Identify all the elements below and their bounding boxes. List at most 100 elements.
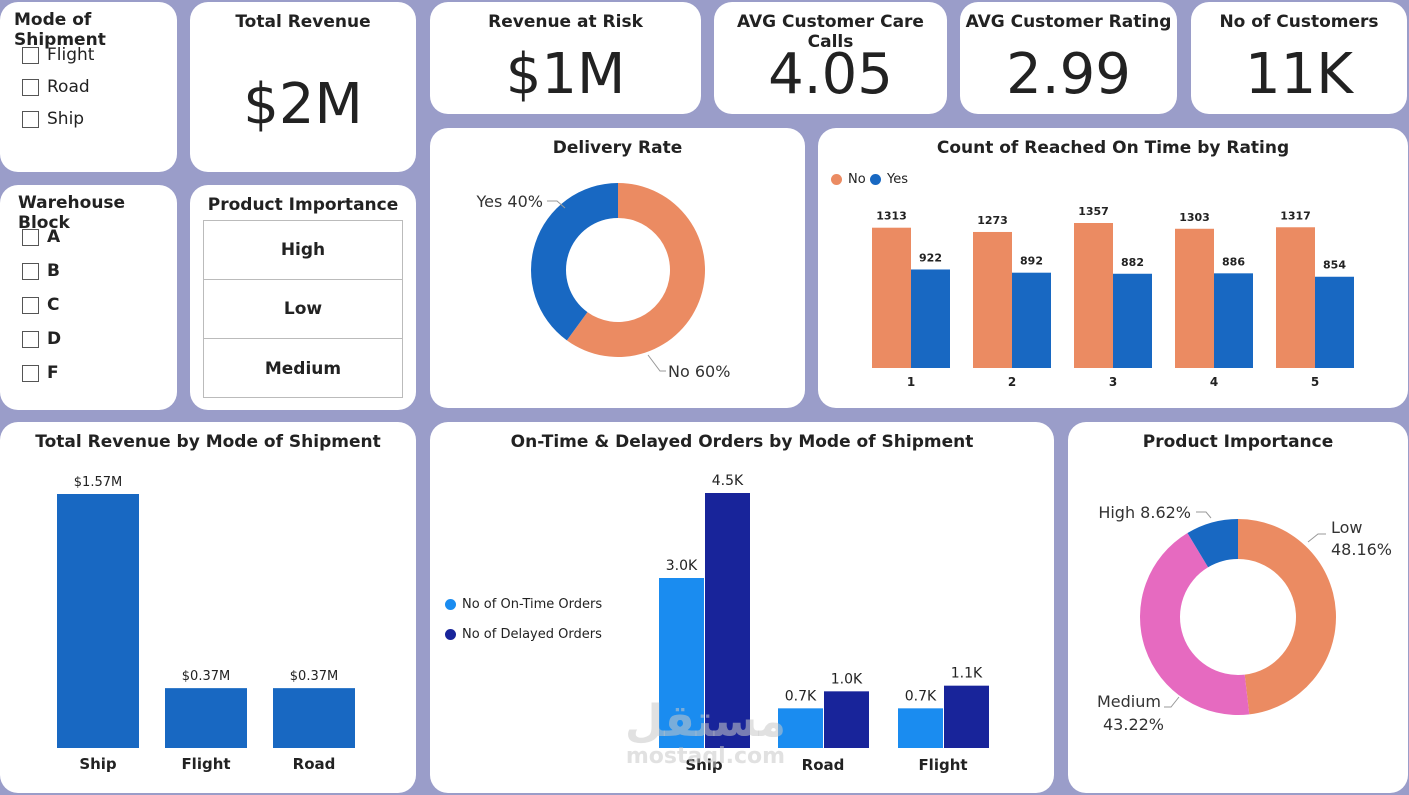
bar-no-3[interactable] <box>1074 223 1113 368</box>
checkbox[interactable] <box>22 262 39 280</box>
legend-dot <box>445 599 456 610</box>
bar-yes-5[interactable] <box>1315 276 1354 368</box>
bar-ontime-road[interactable] <box>778 708 823 748</box>
data-label: 0.7K <box>905 688 937 704</box>
data-label: 1313 <box>876 210 907 223</box>
bar-flight[interactable] <box>165 688 247 748</box>
bar-delayed-flight[interactable] <box>944 685 989 748</box>
chart-title: Product Importance <box>1142 432 1334 452</box>
delivery-rate-card: Delivery Rate No 60% Yes 40% <box>430 128 805 408</box>
data-label: $0.37M <box>182 669 230 684</box>
x-tick-label: Road <box>293 755 336 773</box>
slicer-item-label: A <box>47 227 61 247</box>
data-label: 3.0K <box>666 558 698 574</box>
bar-delayed-road[interactable] <box>824 691 869 748</box>
data-label: 0.7K <box>785 688 817 704</box>
bar-ontime-ship[interactable] <box>659 578 704 748</box>
chart-title: Delivery Rate <box>552 138 683 158</box>
donut-slice-high[interactable] <box>1187 519 1238 568</box>
leader-line <box>647 354 666 372</box>
slicer-item-label: Road <box>47 77 90 97</box>
donut-slice-low[interactable] <box>1238 519 1336 715</box>
slicer-item-label: Ship <box>47 109 85 129</box>
chart-title: Count of Reached On Time by Rating <box>936 138 1290 158</box>
donut-slice-yes[interactable] <box>531 183 618 341</box>
bar-yes-3[interactable] <box>1113 273 1152 368</box>
donut-slice-no[interactable] <box>566 183 705 357</box>
avg-customer-rating-value: 2.99 <box>1006 42 1131 107</box>
tile-medium[interactable]: Medium <box>264 358 342 379</box>
legend-item-no: No <box>831 172 866 187</box>
data-label: 1303 <box>1179 211 1210 224</box>
data-label: 892 <box>1020 255 1043 268</box>
bar-delayed-ship[interactable] <box>705 493 750 748</box>
avg-care-calls-value: 4.05 <box>768 42 893 107</box>
bar-yes-1[interactable] <box>911 269 950 368</box>
revenue-bar-chart: $1.57M Ship $0.37M Flight $0.37M Road <box>57 475 355 773</box>
x-tick-label: 4 <box>1210 375 1218 389</box>
product-importance-card: Product Importance Low 48.16% Medium 43.22%… <box>1068 422 1408 793</box>
leader-line <box>1307 533 1326 543</box>
slicer-title: Warehouse Block <box>18 193 126 233</box>
chart-title: Total Revenue by Mode of Shipment <box>35 432 381 452</box>
customers-card: No of Customers 11K <box>1191 2 1407 114</box>
tile-low[interactable]: Low <box>204 280 402 339</box>
slicer-item-ship[interactable]: Ship <box>22 108 84 130</box>
checkbox[interactable] <box>22 46 39 64</box>
x-tick-label: 5 <box>1311 375 1319 389</box>
x-tick-label: Flight <box>918 756 967 774</box>
leader-line <box>1196 511 1212 519</box>
legend-label: No of Delayed Orders <box>462 627 602 642</box>
rating-bar-chart: 1313 922 1 1273 892 2 1357 882 3 1303 886 4 1317 854 5 <box>872 205 1354 389</box>
checkbox[interactable] <box>22 330 39 348</box>
slicer-item-d[interactable]: D <box>22 328 61 350</box>
bar-no-4[interactable] <box>1175 228 1214 368</box>
slicer-item-f[interactable]: F <box>22 362 59 384</box>
data-label: 922 <box>919 251 942 264</box>
bar-no-5[interactable] <box>1276 227 1315 368</box>
data-label: 1317 <box>1280 209 1311 222</box>
bar-yes-2[interactable] <box>1012 272 1051 368</box>
slicer-item-road[interactable]: Road <box>22 76 90 98</box>
checkbox[interactable] <box>22 110 39 128</box>
checkbox[interactable] <box>22 296 39 314</box>
checkbox[interactable] <box>22 228 39 246</box>
legend-item-ontime: No of On-Time Orders <box>445 597 602 612</box>
slicer-item-label: Flight <box>47 45 95 65</box>
checkbox[interactable] <box>22 78 39 96</box>
slicer-item-flight[interactable]: Flight <box>22 44 94 66</box>
donut-slice-medium[interactable] <box>1140 533 1250 715</box>
reached-on-time-card: Count of Reached On Time by Rating No Ye… <box>818 128 1408 408</box>
data-label: 882 <box>1121 256 1144 269</box>
customers-value: 11K <box>1245 42 1353 107</box>
legend-dot <box>445 629 456 640</box>
legend-dot <box>831 174 842 185</box>
slicer-title: Product Importance <box>207 195 399 215</box>
slicer-item-a[interactable]: A <box>22 226 60 248</box>
data-label: 1273 <box>977 214 1008 227</box>
slicer-item-label: F <box>47 363 59 383</box>
mode-of-shipment-slicer: Mode of Shipment Flight Road Ship <box>0 2 177 172</box>
bar-road[interactable] <box>273 688 355 748</box>
bar-no-2[interactable] <box>973 231 1012 368</box>
x-tick-label: 2 <box>1008 375 1016 389</box>
tile-high[interactable]: High <box>204 221 402 280</box>
x-tick-label: 1 <box>907 375 915 389</box>
bar-ship[interactable] <box>57 494 139 748</box>
slice-label-low-value: 48.16% <box>1331 540 1392 559</box>
slice-label-medium: Medium <box>1097 692 1161 711</box>
legend-dot <box>870 174 881 185</box>
legend-label: No <box>848 172 866 187</box>
bar-no-1[interactable] <box>872 227 911 368</box>
bar-ontime-flight[interactable] <box>898 708 943 748</box>
card-title: No of Customers <box>1219 12 1379 32</box>
checkbox[interactable] <box>22 364 39 382</box>
data-label: $0.37M <box>290 669 338 684</box>
data-label: 1.0K <box>831 671 863 687</box>
data-label: 886 <box>1222 255 1245 268</box>
slicer-item-label: C <box>47 295 60 315</box>
orders-bar-chart: 3.0K 4.5K Ship 0.7K 1.0K Road 0.7K 1.1K Flight <box>659 473 989 774</box>
slicer-item-b[interactable]: B <box>22 260 60 282</box>
slicer-item-c[interactable]: C <box>22 294 59 316</box>
bar-yes-4[interactable] <box>1214 273 1253 368</box>
